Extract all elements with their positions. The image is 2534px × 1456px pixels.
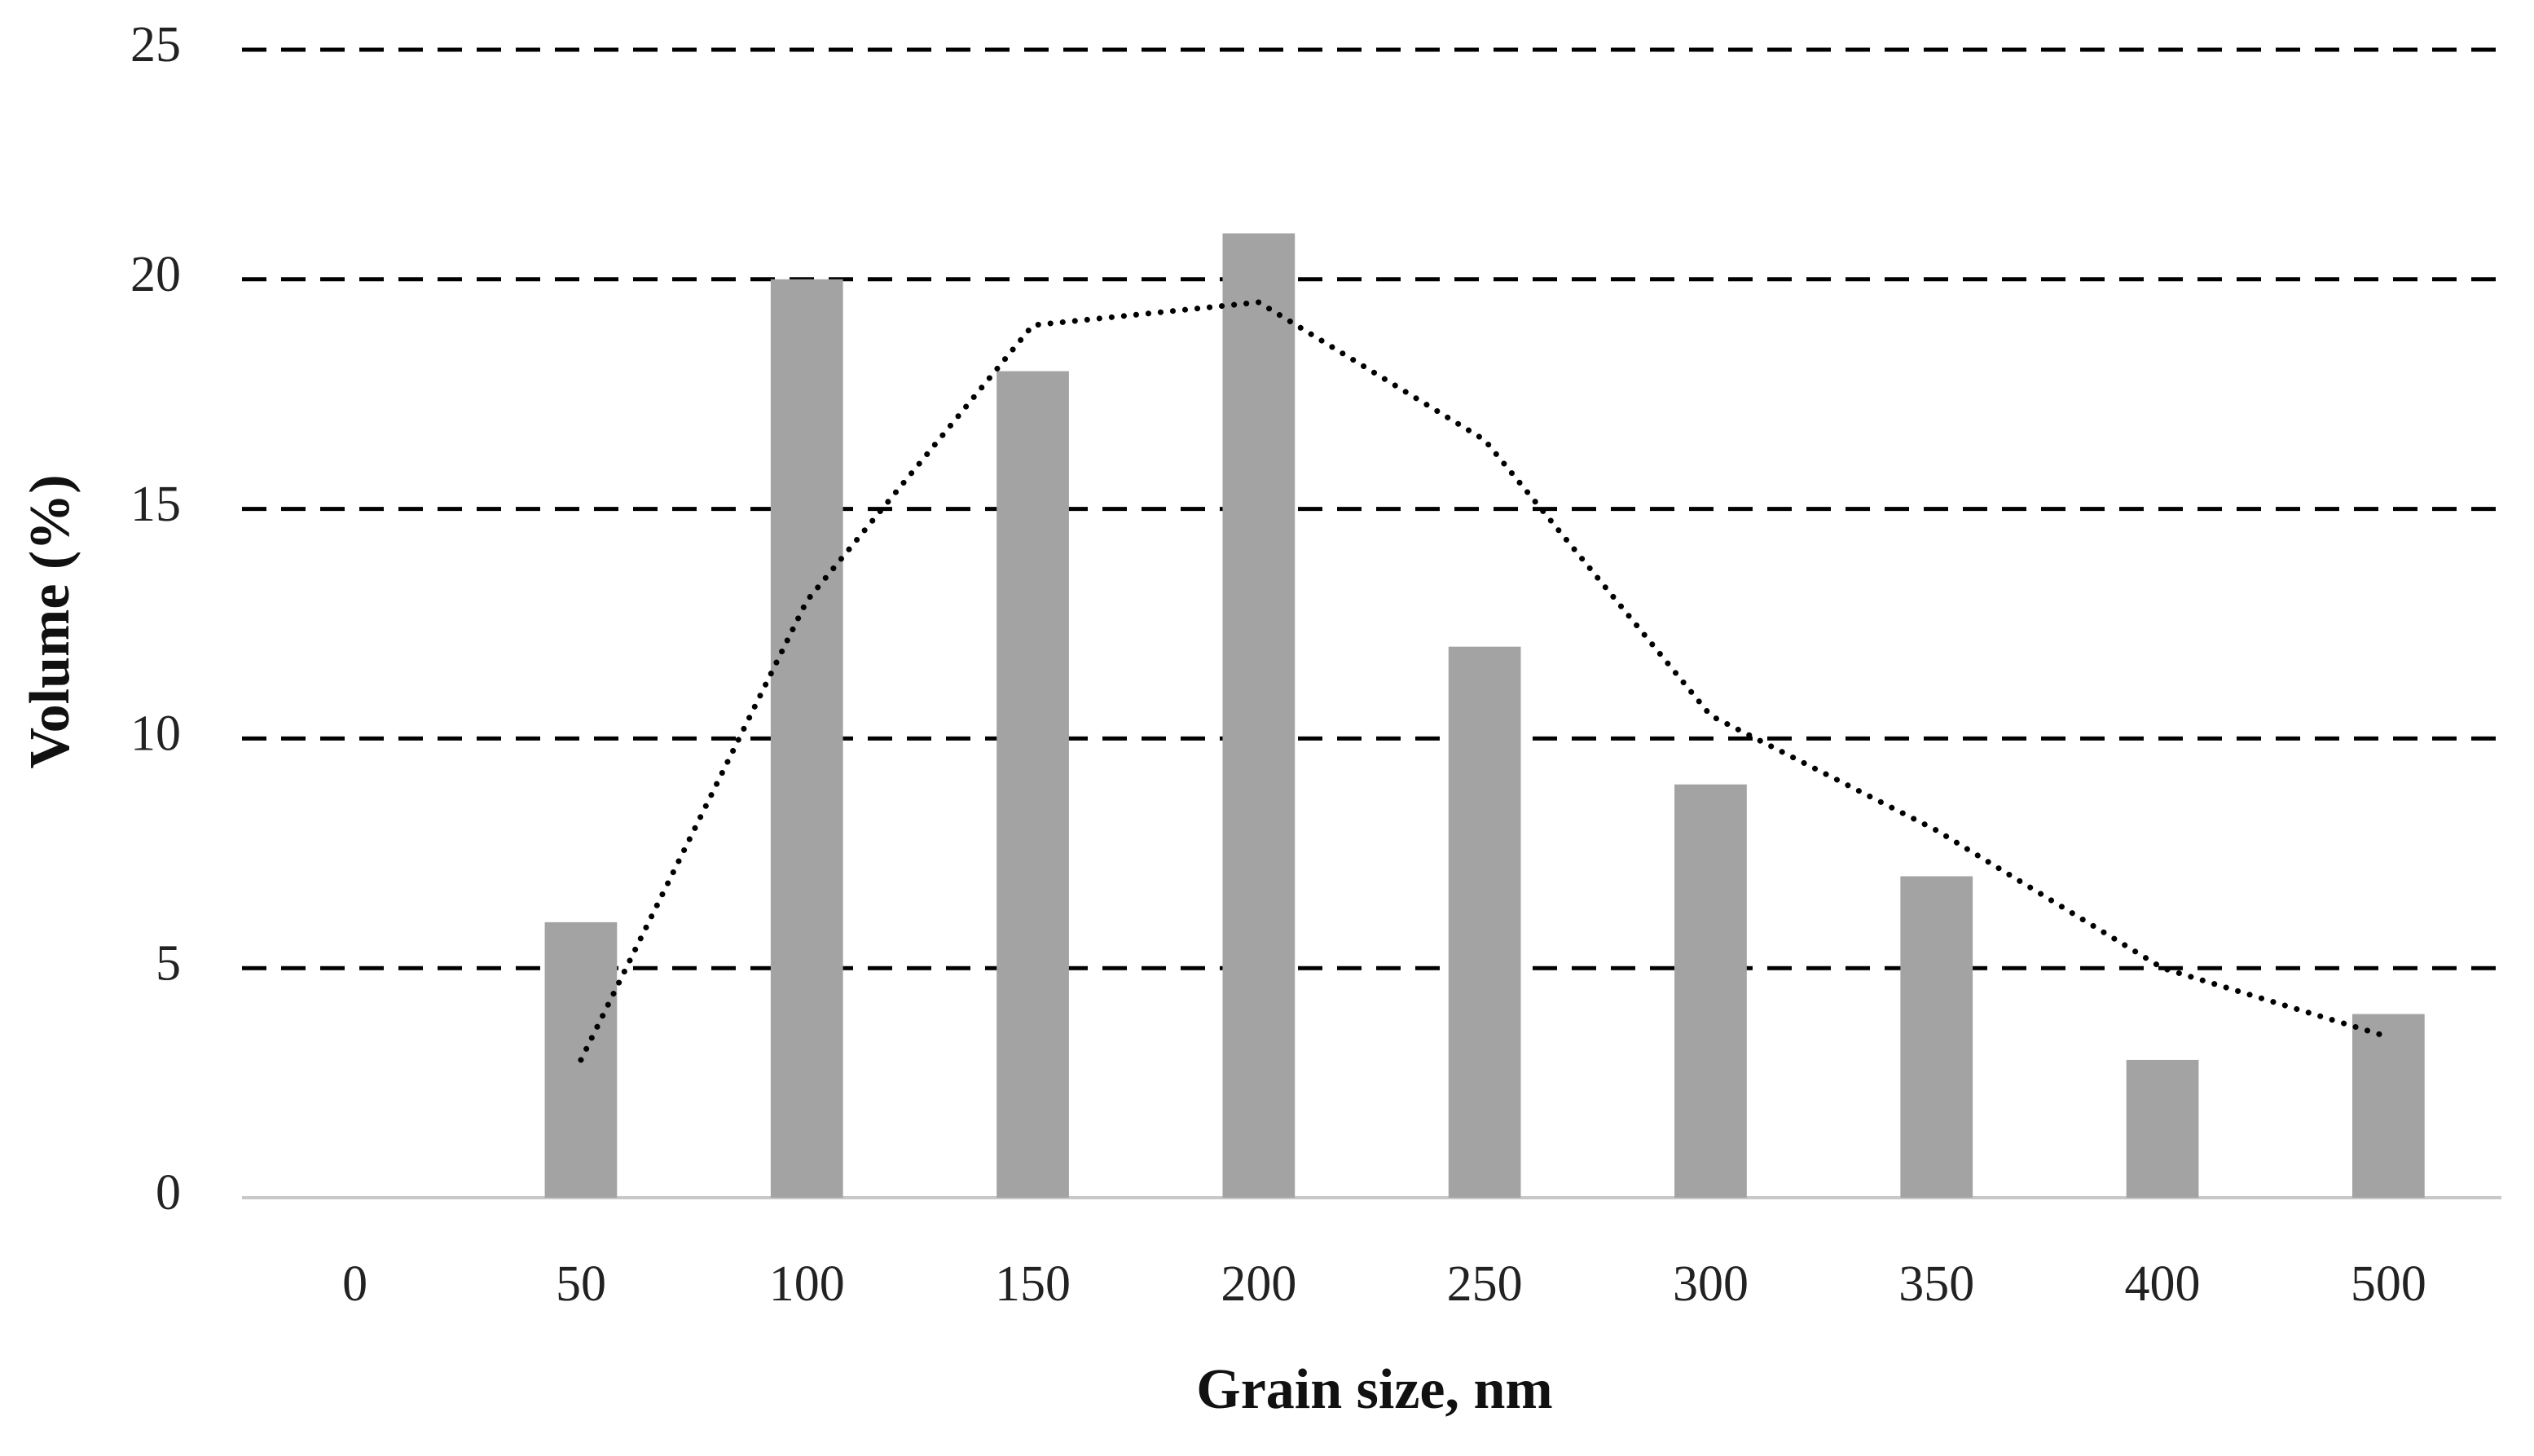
bar	[1900, 876, 1973, 1198]
y-tick-label: 5	[156, 935, 181, 991]
bar	[1448, 646, 1521, 1198]
x-tick-label: 300	[1673, 1256, 1749, 1312]
x-tick-label: 250	[1447, 1256, 1523, 1312]
bar	[2351, 1014, 2425, 1198]
x-tick-label: 150	[995, 1256, 1071, 1312]
x-tick-label: 50	[556, 1256, 606, 1312]
x-tick-label: 200	[1221, 1256, 1296, 1312]
bar	[996, 371, 1069, 1198]
y-tick-label: 20	[130, 247, 181, 302]
bar	[770, 279, 843, 1198]
x-tick-label: 0	[342, 1256, 367, 1312]
y-tick-label: 25	[130, 17, 181, 73]
x-tick-label: 350	[1898, 1256, 1974, 1312]
x-tick-label: 400	[2125, 1256, 2201, 1312]
bar	[1222, 233, 1296, 1199]
x-tick-label: 500	[2351, 1256, 2426, 1312]
bar	[1674, 784, 1747, 1198]
bar	[2126, 1059, 2199, 1198]
y-tick-label: 0	[156, 1165, 181, 1221]
y-tick-label: 10	[130, 706, 181, 762]
x-axis-title: Grain size, nm	[1196, 1358, 1552, 1421]
y-tick-label: 15	[130, 477, 181, 532]
x-tick-label: 100	[769, 1256, 845, 1312]
y-axis-title: Volume (%)	[19, 474, 81, 768]
